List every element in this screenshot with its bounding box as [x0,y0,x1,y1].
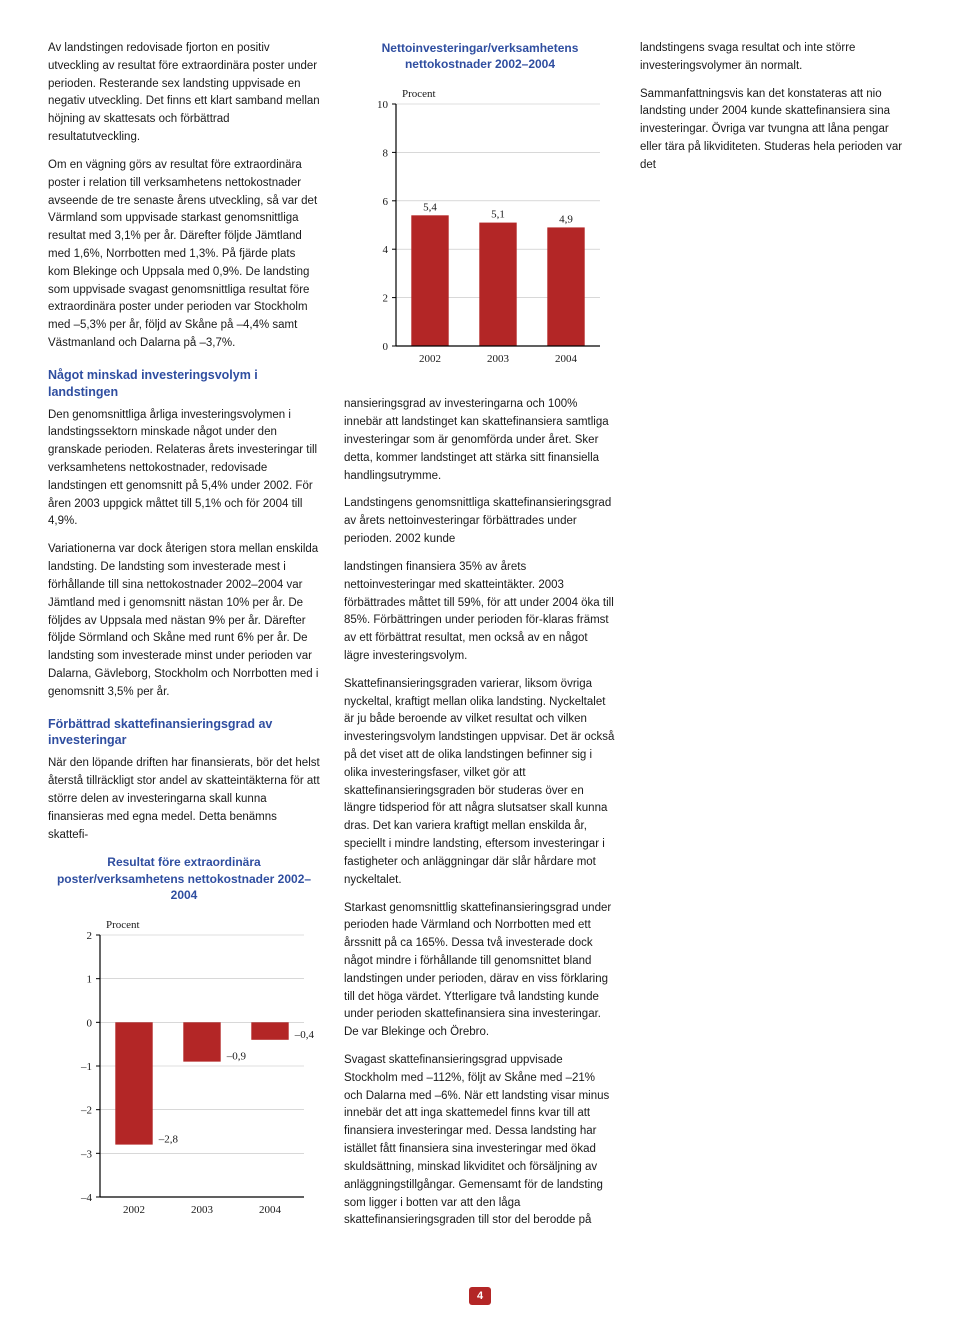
svg-text:2004: 2004 [555,353,578,365]
svg-text:4: 4 [383,245,389,257]
svg-text:2003: 2003 [191,1204,214,1216]
section-heading: Något minskad investeringsvolym i landst… [48,367,320,401]
body-text: Den genomsnittliga årliga investeringsvo… [48,407,320,532]
chart-svg: Procent 2 1 0 –1 –2 –3 –4 –2,8 –0,9 –0,4 2002 2003 20… [54,913,314,1223]
body-text: nansieringsgrad av investeringarna och 1… [344,396,616,485]
svg-text:10: 10 [377,99,389,111]
body-text: Variationerna var dock återigen stora me… [48,541,320,701]
svg-text:1: 1 [87,974,93,986]
svg-text:–1: –1 [80,1061,92,1073]
svg-text:Procent: Procent [402,88,436,100]
svg-text:2003: 2003 [487,353,510,365]
body-text: Om en vägning görs av resultat före extr… [48,157,320,353]
svg-text:–2,8: –2,8 [158,1134,179,1146]
svg-text:5,1: 5,1 [491,209,505,221]
svg-text:–0,4: –0,4 [294,1029,314,1041]
body-text: Skattefinansieringsgraden varierar, liks… [344,676,616,890]
svg-text:6: 6 [383,196,389,208]
svg-text:5,4: 5,4 [423,202,437,214]
page-number: 4 [0,1280,960,1325]
chart-svg: Procent 10 8 6 4 2 0 5,4 5,1 4,9 2002 2003 2004 [350,82,610,372]
body-text: landstingen finansiera 35% av årets nett… [344,559,616,666]
body-text: När den löpande driften har finansierats… [48,755,320,844]
svg-text:2002: 2002 [123,1204,145,1216]
svg-text:0: 0 [87,1017,93,1029]
svg-text:8: 8 [383,148,389,160]
svg-text:2: 2 [87,930,93,942]
svg-text:2002: 2002 [419,353,441,365]
chart-title: Resultat före extraordinära poster/verks… [48,854,320,903]
svg-text:0: 0 [383,341,389,353]
svg-text:2004: 2004 [259,1204,282,1216]
chart-result-before-extraordinary: Resultat före extraordinära poster/verks… [48,854,320,1223]
svg-text:2: 2 [383,293,389,305]
body-text: Av landstingen redovisade fjorton en pos… [48,40,320,147]
svg-text:–2: –2 [80,1105,92,1117]
chart-title: Nettoinvesteringar/verksamhetens nettoko… [344,40,616,72]
body-text: Starkast genomsnittlig skattefinansierin… [344,900,616,1043]
svg-text:–3: –3 [80,1148,93,1160]
svg-text:4,9: 4,9 [559,214,573,226]
svg-text:–0,9: –0,9 [226,1051,247,1063]
chart-net-investments: Nettoinvesteringar/verksamhetens nettoko… [344,40,616,372]
body-text: Landstingens genomsnittliga skattefinans… [344,495,616,548]
section-heading: Förbättrad skattefinansieringsgrad av in… [48,716,320,750]
svg-text:Procent: Procent [106,919,140,931]
body-text: Sammanfattningsvis kan det konstateras a… [640,86,912,175]
svg-text:–4: –4 [80,1192,93,1204]
